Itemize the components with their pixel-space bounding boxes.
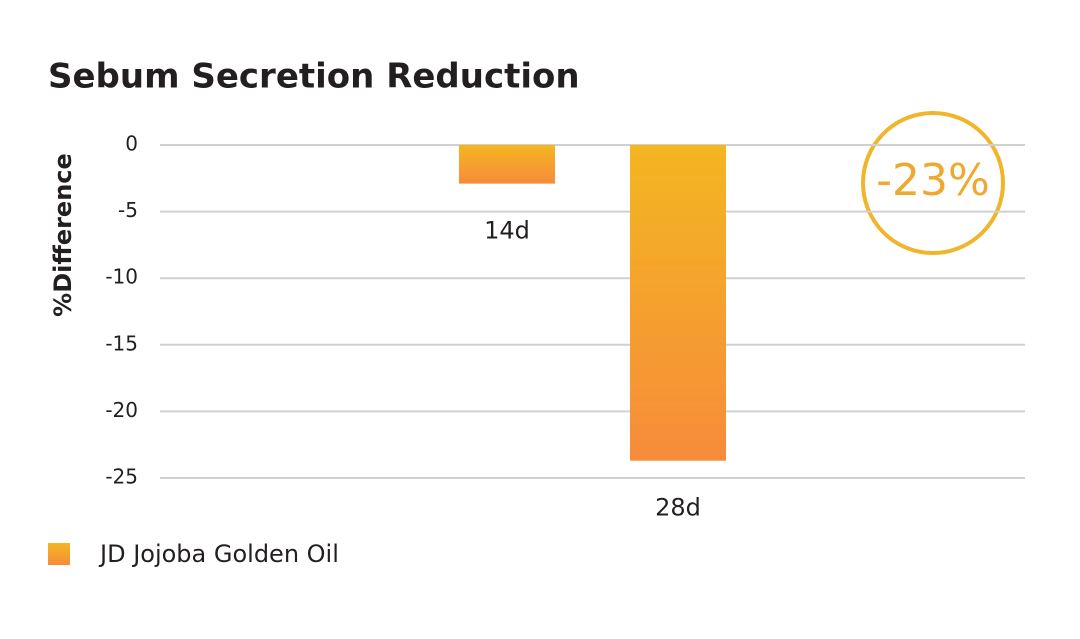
y-tick-label: -5 bbox=[118, 198, 138, 222]
chart-title: Sebum Secretion Reduction bbox=[48, 57, 580, 97]
legend-label: JD Jojoba Golden Oil bbox=[98, 540, 339, 568]
y-tick-label: -15 bbox=[105, 331, 138, 355]
y-tick-label: 0 bbox=[125, 132, 138, 156]
y-axis-label: %Difference bbox=[49, 153, 77, 317]
legend-swatch bbox=[48, 543, 70, 565]
x-tick-label: 28d bbox=[655, 494, 701, 522]
x-tick-label: 14d bbox=[484, 217, 530, 245]
annotation: -23% bbox=[876, 155, 990, 206]
annotation-circle bbox=[861, 111, 1005, 255]
y-tick-label: -10 bbox=[105, 265, 138, 289]
bar bbox=[630, 145, 726, 461]
bar bbox=[459, 145, 555, 184]
y-tick-label: -25 bbox=[105, 465, 138, 489]
y-tick-label: -20 bbox=[105, 398, 138, 422]
